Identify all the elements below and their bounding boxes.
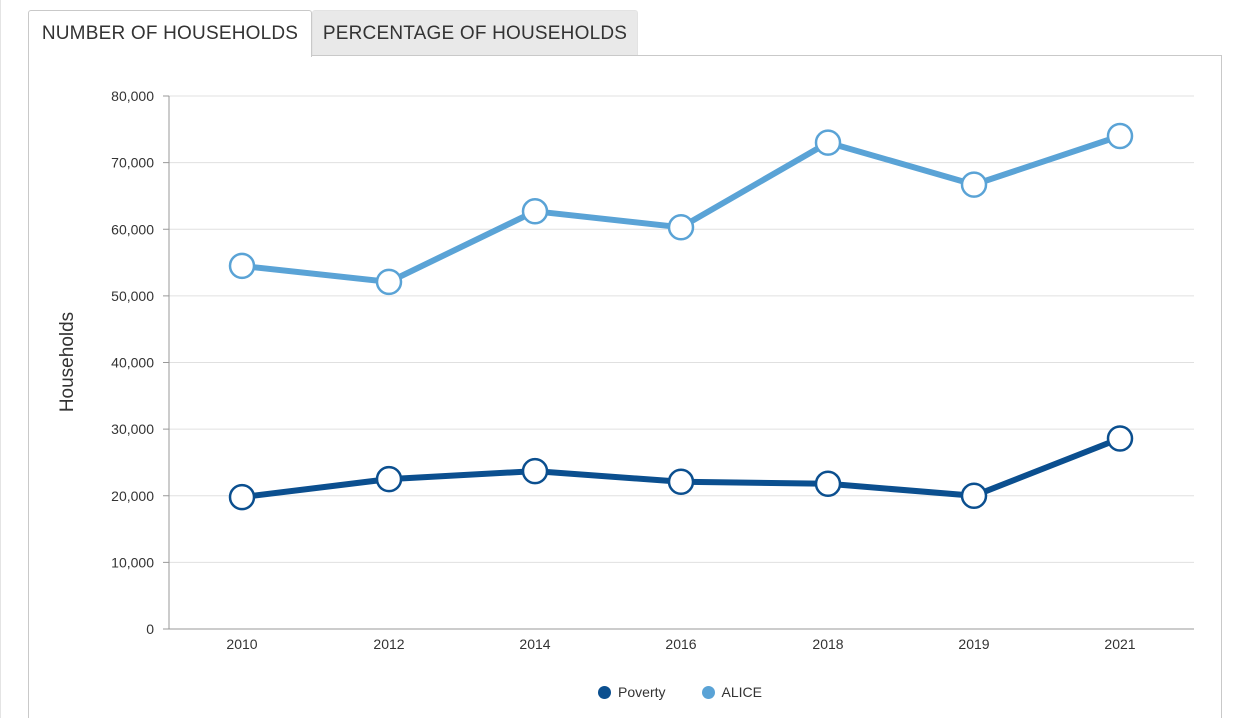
- x-tick-label: 2012: [373, 636, 404, 652]
- legend-dot-alice: [701, 685, 715, 699]
- data-point-alice: [1106, 122, 1134, 150]
- x-tick-label: 2014: [519, 636, 550, 652]
- data-point-alice: [960, 171, 988, 198]
- data-point-alice: [375, 268, 403, 296]
- series-layer: [228, 122, 1134, 511]
- x-tick-label: 2021: [1104, 636, 1135, 652]
- y-axis-title: Households: [57, 312, 78, 412]
- data-point-alice: [814, 129, 842, 156]
- data-point-poverty: [375, 465, 403, 493]
- data-point-poverty: [814, 470, 842, 498]
- data-point-poverty: [521, 457, 549, 485]
- y-tick-label: 70,000: [111, 155, 154, 171]
- x-tick-label: 2018: [812, 636, 843, 652]
- data-point-poverty: [228, 483, 256, 511]
- series-line-alice: [239, 133, 1123, 285]
- legend-label-poverty: Poverty: [618, 684, 666, 700]
- tab-number-of-households[interactable]: NUMBER OF HOUSEHOLDS: [28, 10, 312, 57]
- data-point-poverty: [960, 482, 988, 510]
- legend-dot-poverty: [598, 685, 612, 699]
- page-edge: [0, 0, 1, 718]
- data-point-poverty: [1106, 425, 1134, 452]
- y-tick-label: 0: [146, 621, 154, 637]
- y-tick-label: 30,000: [111, 421, 154, 437]
- data-point-alice: [667, 214, 695, 241]
- axis-layer: 0 10,000 20,000 30,000 40,000 50,000 60,000 70,…: [111, 88, 1194, 652]
- y-tick-label: 20,000: [111, 488, 154, 504]
- y-tick-label: 80,000: [111, 88, 154, 104]
- y-tick-label: 60,000: [111, 221, 154, 237]
- data-point-alice: [521, 198, 549, 225]
- tab-bar: NUMBER OF HOUSEHOLDS PERCENTAGE OF HOUSE…: [28, 10, 638, 57]
- chart-legend: Poverty ALICE: [0, 680, 1250, 704]
- y-tick-label: 40,000: [111, 355, 154, 371]
- tab-percentage-of-households[interactable]: PERCENTAGE OF HOUSEHOLDS: [312, 10, 638, 56]
- legend-label-alice: ALICE: [721, 684, 762, 700]
- legend-item-poverty[interactable]: Poverty: [598, 684, 666, 700]
- x-tick-label: 2010: [226, 636, 257, 652]
- legend-item-alice[interactable]: ALICE: [701, 684, 762, 700]
- y-tick-label: 10,000: [111, 554, 154, 570]
- y-tick-label: 50,000: [111, 288, 154, 304]
- x-tick-label: 2016: [665, 636, 696, 652]
- data-point-alice: [228, 252, 256, 280]
- data-point-poverty: [667, 468, 695, 496]
- x-tick-label: 2019: [958, 636, 989, 652]
